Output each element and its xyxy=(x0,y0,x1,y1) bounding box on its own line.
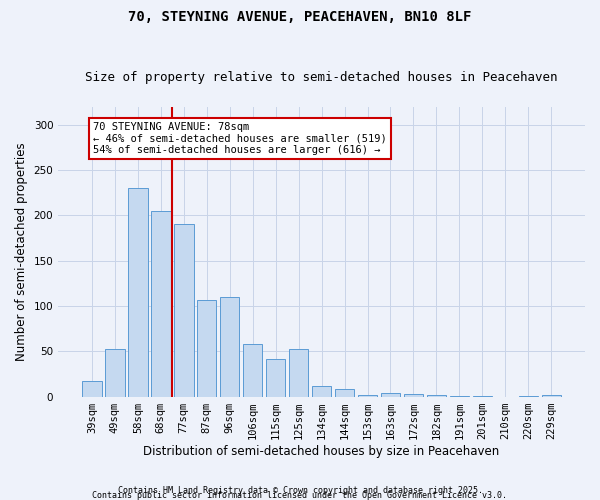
Bar xyxy=(404,394,423,396)
Bar xyxy=(243,344,262,397)
Bar xyxy=(542,395,561,396)
Bar xyxy=(197,300,217,396)
Bar xyxy=(128,188,148,396)
Bar xyxy=(381,393,400,396)
Title: Size of property relative to semi-detached houses in Peacehaven: Size of property relative to semi-detach… xyxy=(85,72,558,85)
Bar xyxy=(220,297,239,396)
Text: 70 STEYNING AVENUE: 78sqm
← 46% of semi-detached houses are smaller (519)
54% of: 70 STEYNING AVENUE: 78sqm ← 46% of semi-… xyxy=(93,122,387,155)
Bar xyxy=(289,350,308,397)
Y-axis label: Number of semi-detached properties: Number of semi-detached properties xyxy=(15,142,28,361)
Bar xyxy=(427,395,446,396)
Bar xyxy=(358,395,377,396)
Text: Contains HM Land Registry data © Crown copyright and database right 2025.: Contains HM Land Registry data © Crown c… xyxy=(118,486,482,495)
Bar xyxy=(266,358,286,397)
X-axis label: Distribution of semi-detached houses by size in Peacehaven: Distribution of semi-detached houses by … xyxy=(143,444,500,458)
Bar xyxy=(312,386,331,396)
Bar xyxy=(335,390,355,396)
Text: 70, STEYNING AVENUE, PEACEHAVEN, BN10 8LF: 70, STEYNING AVENUE, PEACEHAVEN, BN10 8L… xyxy=(128,10,472,24)
Bar xyxy=(151,210,170,396)
Text: Contains public sector information licensed under the Open Government Licence v3: Contains public sector information licen… xyxy=(92,490,508,500)
Bar xyxy=(82,381,101,396)
Bar xyxy=(105,350,125,397)
Bar xyxy=(174,224,194,396)
